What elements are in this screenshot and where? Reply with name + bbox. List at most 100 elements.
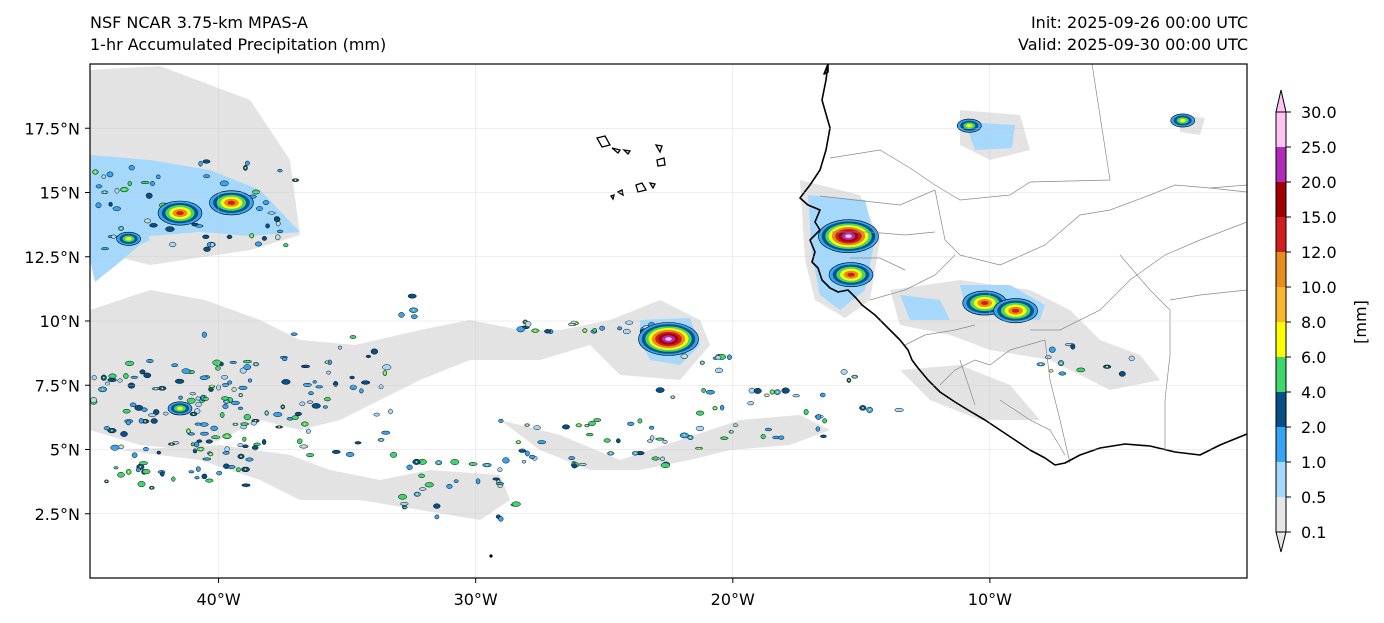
- cell-core: [94, 171, 97, 173]
- colorbar-tick-label: 8.0: [1301, 313, 1326, 332]
- cell-core: [278, 426, 280, 428]
- convective-cell: [91, 375, 97, 381]
- lon-tick-label: 20°W: [711, 590, 755, 609]
- convective-cell: [537, 440, 547, 445]
- convective-cell: [570, 320, 577, 324]
- convective-cell: [592, 328, 597, 333]
- cell-core: [1039, 363, 1042, 366]
- convective-cell: [747, 401, 755, 406]
- convective-cell: [174, 378, 185, 384]
- convective-cell: [107, 377, 117, 382]
- cell-core: [277, 222, 280, 225]
- convective-cell: [230, 400, 240, 405]
- precip-cluster: [818, 219, 879, 253]
- precip-cluster: [116, 231, 141, 246]
- convective-cell: [210, 242, 215, 248]
- convective-cell: [326, 370, 331, 375]
- convective-cell: [306, 453, 315, 458]
- precip-cluster: [209, 190, 254, 216]
- convective-cell: [299, 401, 306, 407]
- convective-cell: [188, 470, 195, 474]
- convective-cell: [400, 502, 409, 506]
- convective-cell: [378, 384, 384, 390]
- convective-cell: [95, 184, 103, 189]
- convective-cell: [150, 418, 158, 424]
- convective-cell: [331, 449, 341, 454]
- convective-cell: [308, 391, 314, 396]
- convective-cell: [660, 456, 665, 462]
- precip-cluster: [638, 322, 699, 356]
- cell-core: [577, 424, 580, 427]
- cell-core: [698, 447, 700, 450]
- convective-cell: [528, 454, 536, 459]
- cell-core: [765, 394, 768, 397]
- cluster-contour: [227, 200, 236, 205]
- convective-cell: [1070, 343, 1076, 350]
- convective-cell: [433, 503, 441, 509]
- convective-cell: [792, 394, 800, 398]
- convective-cell: [202, 234, 210, 239]
- cell-core: [683, 434, 686, 437]
- convective-cell: [247, 378, 253, 383]
- convective-cell: [333, 381, 339, 387]
- cell-core: [517, 441, 520, 444]
- cell-core: [192, 413, 195, 415]
- convective-cell: [201, 473, 208, 480]
- cell-core: [526, 424, 528, 426]
- cell-core: [139, 466, 142, 468]
- convective-cell: [103, 426, 111, 431]
- convective-cell: [1128, 355, 1135, 362]
- convective-cell: [290, 332, 298, 336]
- convective-cell: [714, 367, 724, 374]
- intense-cores: [116, 113, 1195, 416]
- cell-core: [671, 396, 674, 399]
- convective-cell: [720, 436, 729, 440]
- cell-core: [161, 387, 164, 390]
- convective-cell: [382, 364, 392, 371]
- lat-tick-label: 7.5°N: [35, 376, 80, 395]
- convective-cell: [305, 428, 311, 434]
- convective-cell: [778, 435, 785, 440]
- convective-cell: [195, 224, 204, 228]
- convective-cell: [110, 234, 117, 239]
- cell-core: [571, 323, 574, 326]
- cell-core: [486, 464, 488, 466]
- cluster-contour: [1011, 308, 1020, 313]
- colorbar-tick-label: 6.0: [1301, 348, 1326, 367]
- convective-cell: [468, 462, 478, 466]
- convective-cell: [127, 382, 136, 389]
- convective-cell: [820, 434, 827, 438]
- convective-cell: [156, 450, 161, 455]
- convective-cell: [267, 211, 276, 215]
- convective-cell: [701, 387, 706, 393]
- convective-cell: [715, 355, 722, 360]
- convective-cell: [227, 380, 233, 385]
- convective-cell: [141, 407, 148, 412]
- convective-cell: [117, 378, 123, 383]
- convective-cell: [198, 160, 203, 167]
- convective-cell: [117, 472, 125, 478]
- colorbar-segment: [1276, 182, 1286, 217]
- convective-cell: [617, 326, 623, 331]
- colorbar-tick-label: 15.0: [1301, 208, 1337, 227]
- convective-cell: [373, 412, 380, 417]
- cell-core: [730, 430, 733, 433]
- convective-cell: [502, 457, 510, 464]
- init-time: Init: 2025-09-26 00:00 UTC: [1030, 13, 1248, 32]
- convective-cell: [418, 473, 425, 478]
- lat-tick-label: 17.5°N: [24, 119, 80, 138]
- convective-cell: [123, 373, 129, 379]
- cell-core: [868, 409, 871, 411]
- convective-cell: [245, 457, 254, 462]
- cell-core: [586, 424, 588, 427]
- colorbar-tick-label: 10.0: [1301, 278, 1337, 297]
- convective-cell: [147, 413, 157, 417]
- convective-cell: [296, 438, 303, 445]
- convective-cell: [146, 358, 154, 364]
- convective-cell: [195, 396, 201, 401]
- convective-cell: [518, 448, 527, 453]
- convective-cell: [113, 466, 119, 470]
- convective-cell: [215, 365, 221, 371]
- convective-cell: [840, 369, 848, 375]
- cluster-contour: [176, 211, 184, 216]
